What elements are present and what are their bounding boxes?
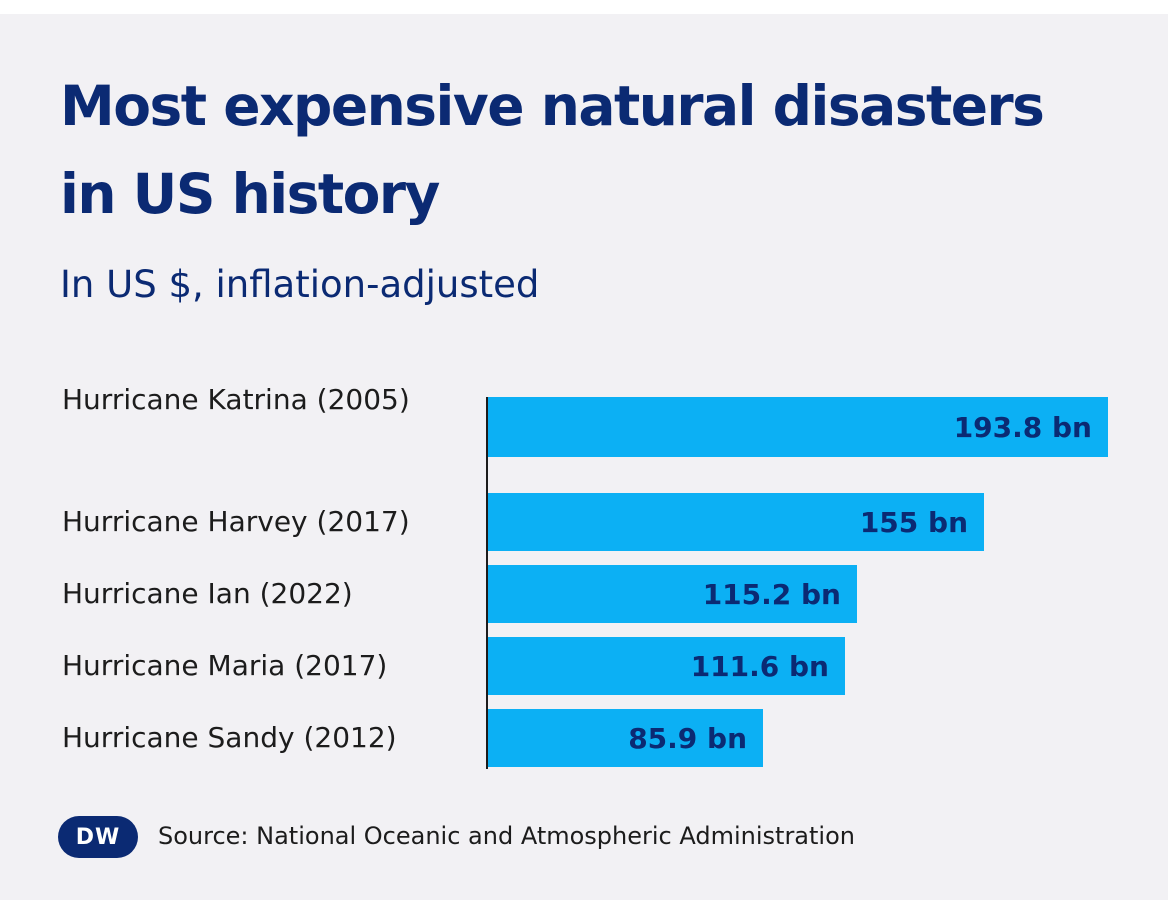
bar-value-label: 111.6 bn	[690, 649, 829, 683]
bar-value-label: 85.9 bn	[628, 721, 747, 755]
bar: 193.8 bn	[488, 397, 1108, 457]
source-note: Source: National Oceanic and Atmospheric…	[158, 822, 855, 850]
bar-value-label: 193.8 bn	[953, 410, 1092, 444]
bar: 155 bn	[488, 493, 984, 551]
category-label: Hurricane Maria (2017)	[62, 649, 388, 682]
category-label: Hurricane Harvey (2017)	[62, 505, 410, 538]
bar-value-label: 115.2 bn	[702, 577, 841, 611]
category-label: Hurricane Ian (2022)	[62, 577, 353, 610]
category-label: Hurricane Sandy (2012)	[62, 721, 397, 754]
bar: 115.2 bn	[488, 565, 857, 623]
chart-subtitle: In US $, inflation-adjusted	[60, 263, 540, 306]
bar-value-label: 155 bn	[859, 505, 968, 539]
category-label: Hurricane Katrina (2005)	[62, 383, 410, 416]
chart-title: Most expensive natural disasters in US h…	[60, 74, 1045, 226]
bar: 85.9 bn	[488, 709, 763, 767]
bar: 111.6 bn	[488, 637, 845, 695]
dw-logo: DW	[58, 816, 138, 858]
y-axis-line	[486, 397, 488, 769]
